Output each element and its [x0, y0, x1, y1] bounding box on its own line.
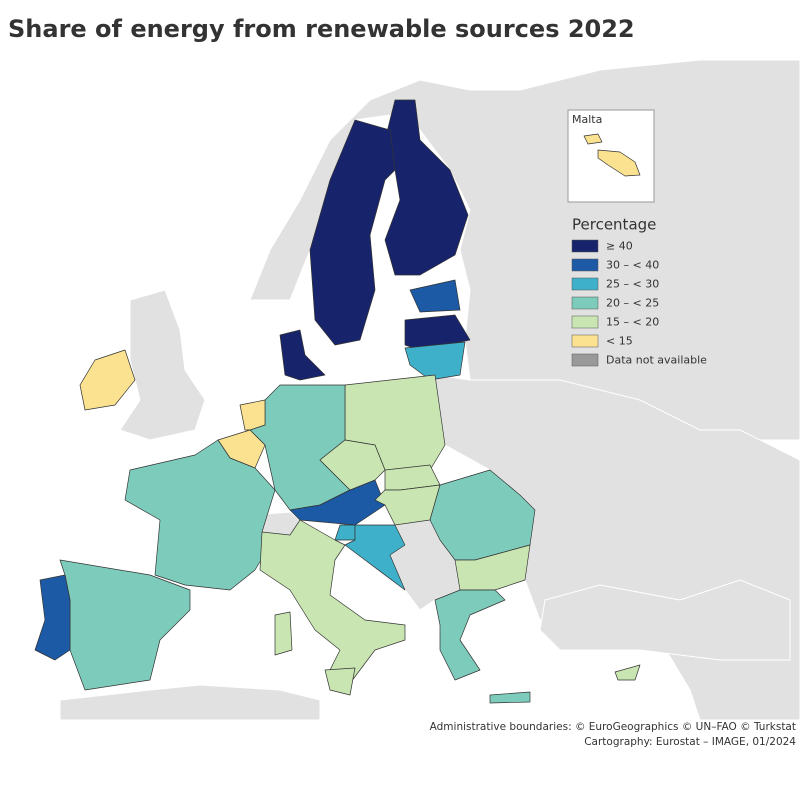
country	[344, 524, 406, 591]
land-non-eu	[539, 579, 791, 661]
legend-label: < 15	[606, 335, 633, 348]
legend-label: 15 – < 20	[606, 316, 659, 329]
country	[434, 589, 506, 681]
legend-label: ≥ 40	[606, 240, 633, 253]
country	[279, 329, 326, 381]
country	[404, 341, 466, 381]
country	[409, 279, 461, 313]
legend-label: 20 – < 25	[606, 297, 659, 310]
land-non-eu	[119, 289, 206, 441]
country	[274, 611, 293, 656]
country	[614, 664, 641, 681]
legend-label: Data not available	[606, 354, 707, 367]
legend-swatch	[571, 296, 599, 310]
land-non-eu	[59, 684, 321, 721]
legend-swatch	[571, 353, 599, 367]
country	[489, 691, 531, 704]
country	[597, 149, 641, 177]
credit: Administrative boundaries: © EuroGeograp…	[430, 721, 796, 733]
legend-label: 30 – < 40	[606, 259, 659, 272]
legend-swatch	[571, 258, 599, 272]
credit: Cartography: Eurostat – IMAGE, 01/2024	[584, 736, 796, 748]
legend-title: Percentage	[572, 216, 656, 234]
inset-frame	[567, 109, 655, 203]
legend-swatch	[571, 315, 599, 329]
country	[583, 133, 603, 145]
country	[289, 479, 386, 526]
map	[0, 59, 800, 721]
legend-swatch	[571, 334, 599, 348]
country	[239, 399, 266, 431]
country	[259, 519, 406, 691]
legend: Percentage ≥ 40 30 – < 40 25 – < 30 20 – < …	[571, 216, 707, 367]
country	[324, 667, 356, 696]
legend-swatch	[571, 277, 599, 291]
legend-label: 25 – < 30	[606, 278, 659, 291]
country	[79, 349, 136, 411]
inset-label: Malta	[572, 113, 602, 126]
title: Share of energy from renewable sources 2…	[8, 15, 635, 43]
legend-swatch	[571, 239, 599, 253]
malta-inset: Malta	[567, 109, 655, 203]
country	[34, 574, 71, 661]
country	[309, 119, 396, 346]
